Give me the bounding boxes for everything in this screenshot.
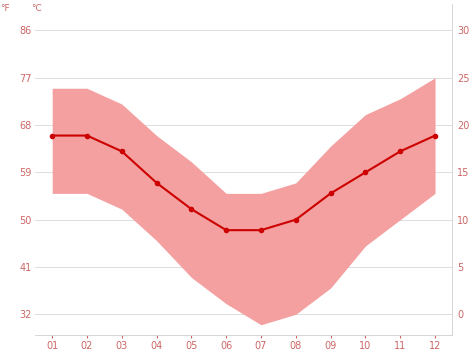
Text: °C: °C [31, 4, 42, 13]
Text: °F: °F [0, 4, 9, 13]
